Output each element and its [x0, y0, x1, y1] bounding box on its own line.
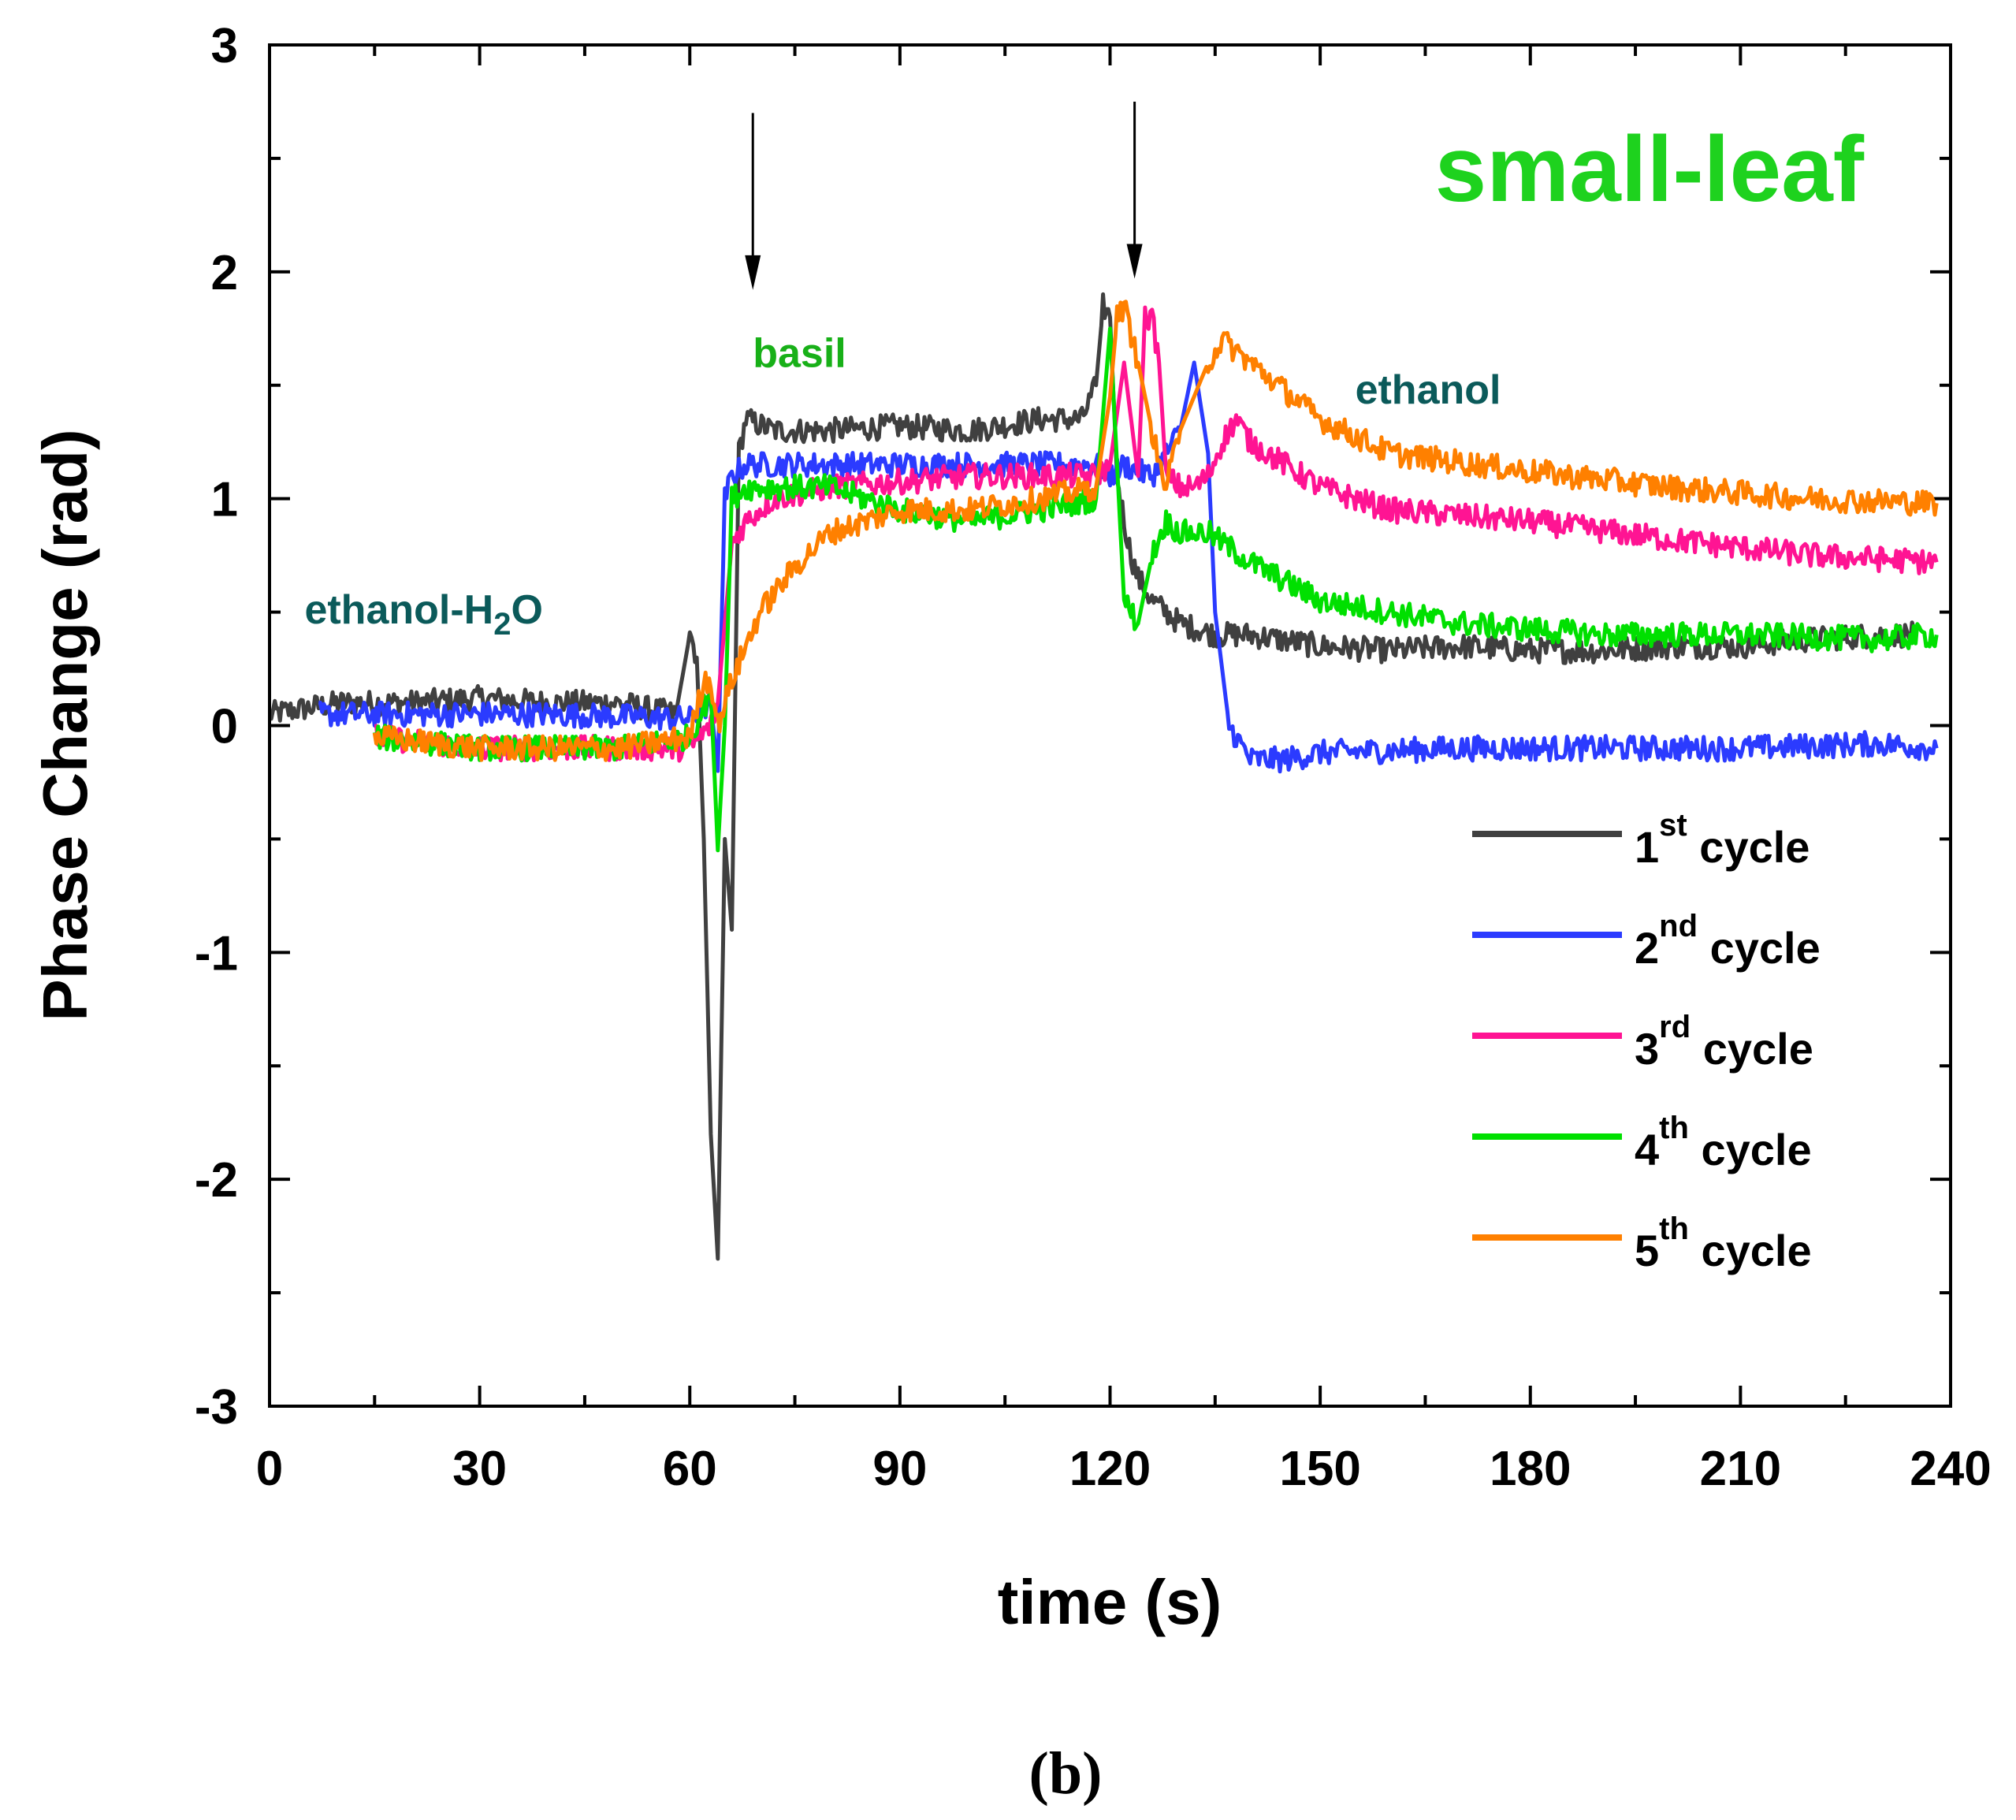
legend-label-cycle-4: 4th cycle — [1635, 1111, 1812, 1174]
y-tick-label: 2 — [211, 246, 238, 300]
y-tick-label: -1 — [195, 926, 238, 981]
annotations: ethanol-H2O basil ethanol — [304, 101, 1501, 642]
x-tick-label: 90 — [872, 1442, 927, 1496]
legend: 1st cycle 2nd cycle 3rd cycle 4th cycle 5th … — [1472, 808, 1821, 1275]
y-tick-label: 0 — [211, 700, 238, 754]
tick-labels: 0 30 60 90 120 150 180 210 240 -3 -2 -1 0 1 2 3 — [195, 19, 1992, 1496]
series-line-cycle-4 — [372, 326, 1939, 853]
y-tick-label: 1 — [211, 473, 238, 527]
plot-frame — [268, 43, 1952, 1408]
y-tick-label: 3 — [211, 19, 238, 73]
legend-label-cycle-1: 1st cycle — [1635, 808, 1810, 872]
panel-label: (b) — [1029, 1740, 1103, 1807]
series-group — [270, 292, 1939, 1261]
axes-ticks — [268, 43, 1952, 1408]
annotation-0: ethanol-H2O — [304, 587, 542, 642]
legend-label-cycle-5: 5th cycle — [1635, 1211, 1812, 1275]
x-tick-label: 30 — [452, 1442, 507, 1496]
annotation-2: ethanol — [1356, 367, 1501, 413]
arrow-head-1 — [1126, 244, 1143, 279]
x-tick-label: 240 — [1910, 1442, 1991, 1496]
y-tick-label: -3 — [195, 1380, 238, 1435]
legend-label-cycle-2: 2nd cycle — [1635, 909, 1821, 973]
annotation-1: basil — [753, 331, 846, 377]
chart-title: small-leaf — [1435, 117, 1865, 221]
series-line-cycle-5 — [372, 300, 1939, 762]
x-axis-title: time (s) — [998, 1567, 1222, 1637]
y-tick-label: -2 — [195, 1153, 238, 1208]
legend-label-cycle-3: 3rd cycle — [1635, 1010, 1813, 1074]
x-tick-label: 180 — [1490, 1442, 1571, 1496]
x-tick-label: 0 — [256, 1442, 283, 1496]
x-tick-label: 210 — [1700, 1442, 1781, 1496]
y-axis-title: Phase Change (rad) — [30, 429, 100, 1021]
arrow-head-0 — [745, 255, 761, 290]
series-line-cycle-3 — [374, 305, 1939, 763]
series-line-cycle-2 — [318, 360, 1939, 774]
x-tick-label: 120 — [1069, 1442, 1151, 1496]
x-tick-label: 60 — [663, 1442, 717, 1496]
x-tick-label: 150 — [1279, 1442, 1360, 1496]
